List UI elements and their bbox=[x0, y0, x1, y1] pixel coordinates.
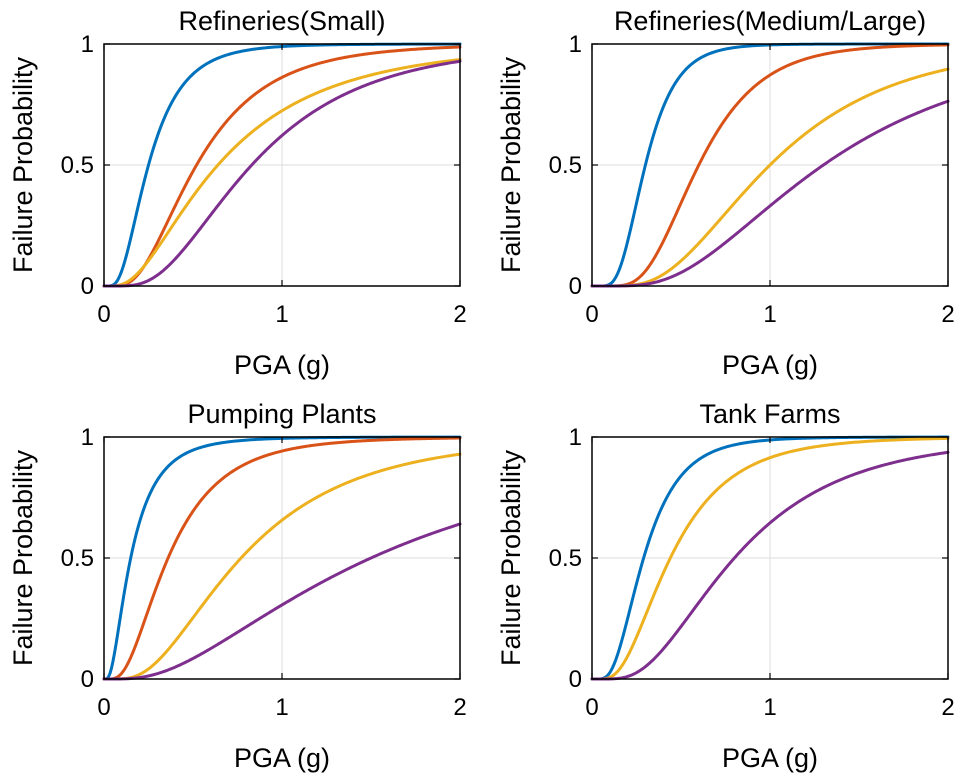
series-line-2 bbox=[102, 45, 462, 288]
chart-title: Pumping Plants bbox=[187, 399, 376, 429]
series-line-2 bbox=[590, 43, 950, 288]
series-line-4 bbox=[102, 59, 462, 288]
chart-panel-4: 0 1 2 0 0.5 1 Tank Farms PGA (g) Failure Probabi… bbox=[496, 399, 955, 773]
x-tick-label: 1 bbox=[763, 694, 776, 721]
y-tick-label: 0.5 bbox=[61, 152, 94, 179]
series-line-4 bbox=[590, 99, 950, 288]
y-tick-label: 0 bbox=[569, 666, 582, 693]
chart-panel-3: 0 1 2 0 0.5 1 Pumping Plants PGA (g) Failure Pro… bbox=[8, 399, 467, 773]
x-tick-label: 2 bbox=[941, 694, 954, 721]
y-tick-label: 1 bbox=[81, 424, 94, 451]
y-tick-label: 0 bbox=[569, 273, 582, 300]
x-axis-label: PGA (g) bbox=[722, 743, 818, 773]
y-tick-label: 0.5 bbox=[61, 545, 94, 572]
y-axis-label: Failure Probability bbox=[496, 449, 526, 666]
series-line-3 bbox=[590, 67, 950, 288]
x-tick-label: 1 bbox=[763, 301, 776, 328]
series-line-3 bbox=[102, 58, 462, 288]
x-tick-label: 0 bbox=[97, 301, 110, 328]
series-line-4 bbox=[102, 522, 462, 681]
x-axis-label: PGA (g) bbox=[234, 743, 330, 773]
series-line-2 bbox=[102, 436, 462, 681]
series-line-2 bbox=[590, 436, 950, 681]
y-tick-label: 0 bbox=[81, 666, 94, 693]
y-tick-label: 1 bbox=[569, 424, 582, 451]
x-axis-label: PGA (g) bbox=[234, 350, 330, 380]
x-tick-label: 2 bbox=[941, 301, 954, 328]
x-tick-label: 2 bbox=[453, 301, 466, 328]
chart-panel-1: 0 1 2 0 0.5 1 Refineries(Small) PGA (g) Failure … bbox=[8, 6, 467, 380]
y-tick-label: 1 bbox=[81, 31, 94, 58]
y-axis-label: Failure Probability bbox=[8, 56, 38, 273]
y-tick-label: 1 bbox=[569, 31, 582, 58]
x-tick-label: 0 bbox=[97, 694, 110, 721]
y-tick-label: 0.5 bbox=[549, 152, 582, 179]
x-axis-label: PGA (g) bbox=[722, 350, 818, 380]
x-tick-label: 0 bbox=[585, 694, 598, 721]
series-line-3 bbox=[102, 452, 462, 681]
y-tick-label: 0.5 bbox=[549, 545, 582, 572]
series-line-3 bbox=[590, 450, 950, 681]
x-tick-label: 1 bbox=[275, 301, 288, 328]
chart-title: Tank Farms bbox=[699, 399, 840, 429]
y-tick-label: 0 bbox=[81, 273, 94, 300]
x-tick-label: 1 bbox=[275, 694, 288, 721]
x-tick-label: 2 bbox=[453, 694, 466, 721]
chart-title: Refineries(Small) bbox=[178, 6, 385, 36]
chart-title: Refineries(Medium/Large) bbox=[614, 6, 926, 36]
y-axis-label: Failure Probability bbox=[496, 56, 526, 273]
chart-panel-2: 0 1 2 0 0.5 1 Refineries(Medium/Large) PGA (g) F… bbox=[496, 6, 955, 380]
x-tick-label: 0 bbox=[585, 301, 598, 328]
y-axis-label: Failure Probability bbox=[8, 449, 38, 666]
